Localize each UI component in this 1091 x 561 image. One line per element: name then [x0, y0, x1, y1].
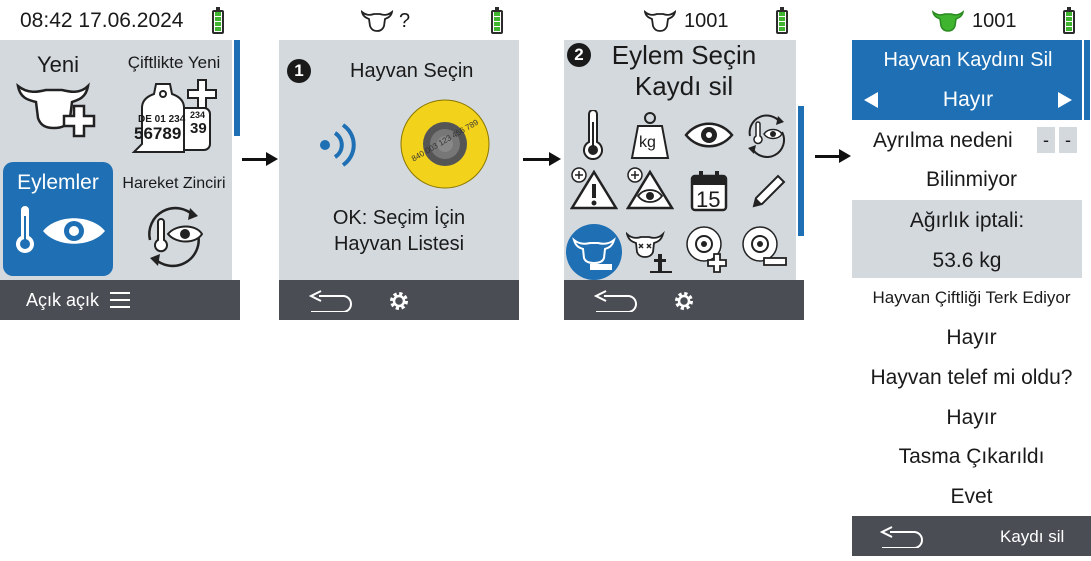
status-animal-id: ? — [399, 10, 411, 32]
thermometer-icon — [13, 206, 37, 254]
died-label: Hayvan telef mi oldu? — [870, 366, 1073, 389]
ear-tag-add-icon: DE 01 234 56789 234 39 — [128, 74, 228, 158]
reason-box2[interactable]: - — [1059, 127, 1077, 153]
selector-value[interactable]: Hayır — [942, 88, 994, 111]
cow-head-icon — [644, 10, 676, 32]
thermometer-eye-cycle-icon — [138, 200, 210, 272]
tag-line1: DE 01 234 — [138, 114, 186, 125]
tile-farm-new-label: Çiftlikte Yeni — [127, 53, 221, 72]
eye-warning-icon[interactable] — [626, 166, 674, 210]
tile-new-label: Yeni — [36, 52, 79, 77]
battery-icon — [1063, 7, 1075, 34]
flow-arrow-3 — [815, 149, 851, 163]
tile-movement-chain-label: Hareket Zinciri — [122, 175, 226, 192]
screen-title-line2: Kaydı sil — [634, 71, 734, 101]
rfid-signal-icon — [317, 120, 357, 170]
collar-label: Tasma Çıkarıldı — [898, 445, 1045, 468]
selector-left-arrow-icon[interactable] — [862, 91, 880, 109]
died-value[interactable]: Hayır — [946, 406, 997, 429]
reason-label: Ayrılma nedeni — [873, 129, 1013, 152]
scale-label: kg — [639, 134, 656, 151]
battery-icon — [776, 7, 788, 34]
scrollbar[interactable] — [1084, 40, 1090, 120]
cow-add-icon — [16, 80, 104, 140]
battery-icon — [491, 7, 503, 34]
flow-arrow-1 — [242, 152, 278, 166]
screen-main-menu: 08:42 17.06.2024 Yeni Çiftlikte Yeni DE … — [0, 0, 240, 320]
step-badge: 1 — [287, 59, 311, 83]
hint-line2: Hayvan Listesi — [333, 233, 465, 255]
screen-delete-record: 1001 Hayvan Kaydını Sil Hayır Ayrılma ne… — [852, 0, 1091, 561]
weight-label: Ağırlık iptali: — [909, 209, 1025, 232]
back-icon[interactable] — [880, 526, 924, 548]
weight-value: 53.6 kg — [932, 249, 1002, 272]
screen-select-animal: ? 1 Hayvan Seçin 840 003 123 456 789 OK:… — [279, 0, 519, 320]
warning-add-icon[interactable] — [570, 166, 618, 210]
step-number: 1 — [294, 61, 304, 80]
gear-icon[interactable] — [673, 290, 695, 312]
selector-right-arrow-icon[interactable] — [1056, 91, 1074, 109]
weight-section — [852, 200, 1082, 278]
status-animal-id: 1001 — [684, 10, 729, 32]
footer-bar: Açık açık — [0, 280, 240, 320]
reason-value: Bilinmiyor — [925, 168, 1017, 191]
scale-kg-icon[interactable]: kg — [630, 110, 670, 160]
back-icon[interactable] — [594, 290, 638, 312]
tag-line2: 56789 — [134, 124, 182, 143]
scrollbar[interactable] — [234, 40, 240, 136]
tag-back-line2: 39 — [190, 120, 207, 137]
calendar-day: 15 — [696, 187, 721, 212]
flow-arrow-2 — [523, 152, 561, 166]
leaving-value[interactable]: Hayır — [946, 326, 997, 349]
reason-row[interactable]: Ayrılma nedeni - - — [852, 120, 1091, 160]
ear-tag-icon: 840 003 123 456 789 — [399, 98, 491, 190]
status-datetime: 08:42 17.06.2024 — [20, 9, 184, 32]
gear-icon[interactable] — [388, 290, 410, 312]
thermometer-cycle-icon[interactable] — [742, 110, 790, 158]
tag-add-icon[interactable] — [684, 224, 734, 276]
tile-new[interactable]: Yeni — [0, 40, 116, 160]
scrollbar[interactable] — [798, 106, 804, 236]
collar-value[interactable]: Evet — [950, 485, 993, 508]
thermometer-icon[interactable] — [581, 110, 605, 160]
tag-back-line1: 234 — [190, 110, 206, 120]
step-number: 2 — [574, 45, 584, 64]
leaving-label: Hayvan Çiftliği Terk Ediyor — [872, 288, 1071, 307]
calendar-icon[interactable]: 15 — [690, 170, 728, 212]
screen-select-action: 1001 2 Eylem Seçin Kaydı sil kg 15 — [564, 0, 804, 320]
tile-actions-label: Eylemler — [17, 171, 99, 194]
eye-icon[interactable] — [684, 120, 734, 150]
header-title: Hayvan Kaydını Sil — [883, 49, 1053, 71]
screen-title: Hayvan Seçin — [350, 60, 474, 82]
eye-icon — [41, 214, 107, 248]
hint-line1: OK: Seçim İçin — [332, 207, 466, 229]
delete-record-icon[interactable] — [566, 224, 622, 280]
footer-label: Açık açık — [26, 290, 100, 310]
header-bar — [852, 40, 1082, 120]
cow-head-icon — [932, 10, 964, 32]
cow-head-icon — [361, 10, 393, 32]
back-icon[interactable] — [309, 290, 353, 312]
step-badge: 2 — [567, 43, 591, 67]
hamburger-icon[interactable] — [110, 292, 130, 308]
status-bar: 08:42 17.06.2024 — [0, 0, 240, 40]
pencil-icon[interactable] — [748, 172, 788, 212]
footer-bar — [564, 280, 804, 320]
status-animal-id: 1001 — [972, 10, 1017, 32]
footer-bar — [279, 280, 519, 320]
screen-title-line1: Eylem Seçin — [611, 40, 757, 70]
dead-animal-icon[interactable] — [626, 228, 676, 274]
battery-icon — [212, 7, 224, 34]
tile-actions[interactable]: Eylemler — [3, 162, 113, 276]
tag-remove-icon[interactable] — [740, 224, 790, 276]
footer-bar: Kaydı sil — [852, 516, 1091, 556]
tile-movement-chain[interactable]: Hareket Zinciri — [116, 160, 232, 280]
reason-box1[interactable]: - — [1037, 127, 1055, 153]
delete-record-button[interactable]: Kaydı sil — [1000, 527, 1065, 546]
tile-farm-new[interactable]: Çiftlikte Yeni DE 01 234 56789 234 39 — [116, 40, 232, 160]
